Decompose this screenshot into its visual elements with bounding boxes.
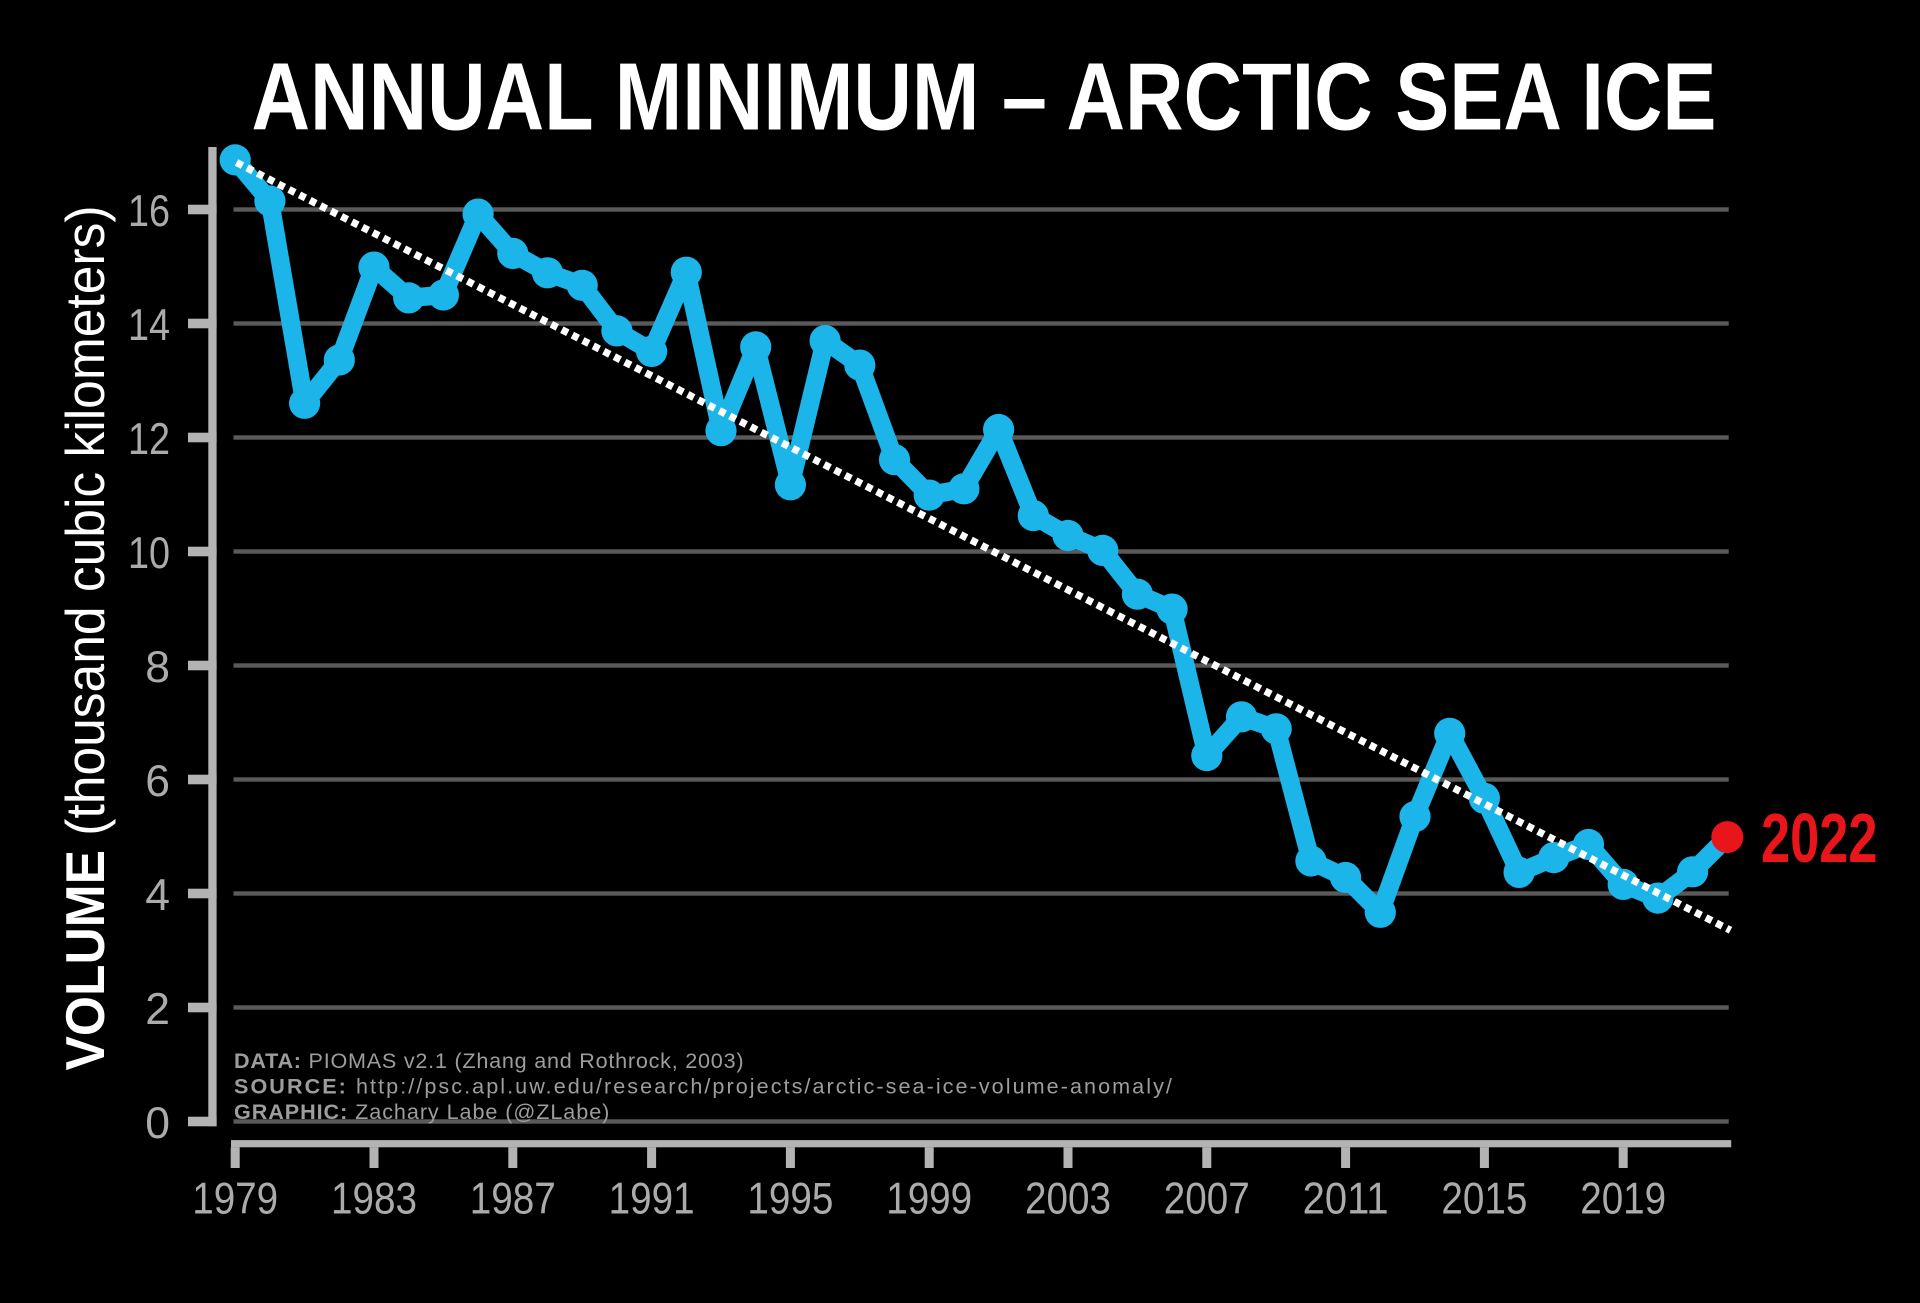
svg-text:1995: 1995	[747, 1175, 833, 1224]
svg-text:1979: 1979	[192, 1175, 278, 1224]
svg-text:1999: 1999	[886, 1175, 972, 1224]
svg-text:2022: 2022	[1761, 799, 1878, 877]
svg-text:2007: 2007	[1164, 1175, 1250, 1224]
svg-text:2003: 2003	[1025, 1175, 1111, 1224]
svg-text:14: 14	[128, 301, 170, 350]
svg-text:6: 6	[145, 757, 170, 806]
svg-text:SOURCE: http://psc.apl.uw.edu/: SOURCE: http://psc.apl.uw.edu/research/p…	[234, 1074, 1174, 1099]
svg-text:12: 12	[128, 415, 170, 464]
svg-text:2: 2	[145, 985, 170, 1034]
svg-text:8: 8	[145, 643, 170, 692]
svg-text:4: 4	[145, 871, 170, 920]
svg-text:2015: 2015	[1441, 1175, 1527, 1224]
svg-text:2019: 2019	[1580, 1175, 1666, 1224]
svg-text:2011: 2011	[1303, 1175, 1389, 1224]
svg-text:VOLUME (thousand cubic kilomet: VOLUME (thousand cubic kilometers)	[54, 206, 116, 1071]
svg-text:ANNUAL MINIMUM – ARCTIC SEA IC: ANNUAL MINIMUM – ARCTIC SEA ICE	[252, 44, 1717, 151]
svg-text:10: 10	[128, 529, 170, 578]
svg-text:1991: 1991	[609, 1175, 695, 1224]
svg-text:1987: 1987	[470, 1175, 556, 1224]
svg-text:0: 0	[145, 1099, 170, 1148]
svg-text:1983: 1983	[331, 1175, 417, 1224]
svg-text:DATA: PIOMAS v2.1 (Zhang and R: DATA: PIOMAS v2.1 (Zhang and Rothrock, 2…	[234, 1048, 744, 1073]
svg-text:GRAPHIC: Zachary Labe (@ZLabe): GRAPHIC: Zachary Labe (@ZLabe)	[234, 1099, 610, 1124]
svg-text:16: 16	[128, 187, 170, 236]
